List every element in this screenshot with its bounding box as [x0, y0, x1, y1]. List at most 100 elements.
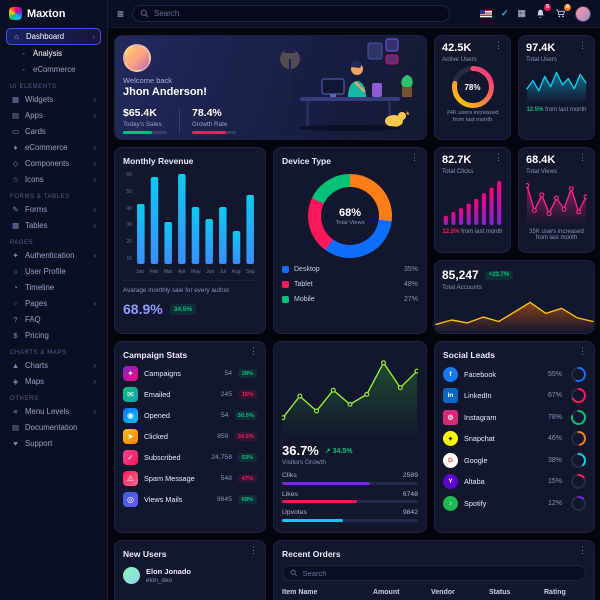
- campaign-stats-title: Campaign Stats: [123, 350, 188, 360]
- device-type-card: Device Type ⋮ 68% Total Views Desktop 35%…: [273, 147, 427, 334]
- user-avatar[interactable]: [575, 5, 591, 22]
- icons-icon: ☆: [12, 175, 19, 184]
- monthly-revenue-card: Monthly Revenue 60 50 40 30 20 10 Jan Feb Mar Ap…: [114, 147, 266, 334]
- social-progress-ring: [571, 366, 586, 382]
- sidebar-item-faq[interactable]: ? FAQ: [6, 312, 101, 327]
- sidebar-item-user-profile[interactable]: ○ User Profile: [6, 264, 101, 279]
- orders-column-header: Status: [489, 589, 511, 596]
- card-menu-icon[interactable]: ⋮: [249, 545, 258, 555]
- menu-toggle-icon[interactable]: ≡: [117, 6, 125, 21]
- social-lead-row: ◎ Instagram 78%: [443, 409, 586, 425]
- sidebar-item-apps[interactable]: ▤ Apps ›: [11, 111, 96, 120]
- sidebar-item-tables[interactable]: ▦ Tables ›: [11, 221, 96, 230]
- sidebar-item-pages[interactable]: ▫ Pages ›: [6, 296, 101, 311]
- faq-icon: ?: [13, 315, 18, 324]
- orders-search-bar: [282, 565, 586, 581]
- active-users-gauge: 78%: [451, 66, 494, 108]
- social-lead-row: Y Altaba 15%: [443, 474, 586, 489]
- chevron-right-icon: ›: [93, 361, 96, 370]
- recent-orders-card: Recent Orders ⋮ Item Name Amount Vendor Sta…: [273, 540, 595, 600]
- sidebar-item-ecommerce[interactable]: ◦ eCommerce: [6, 62, 101, 77]
- facebook-icon: f: [443, 366, 458, 382]
- sidebar-item-components[interactable]: ◇ Components ›: [12, 159, 96, 168]
- visitors-growth-badge: ↗ 34.5%: [324, 447, 353, 455]
- ecommerce-icon: ♦: [13, 143, 18, 152]
- sidebar-section-label: Charts & Maps: [10, 350, 67, 356]
- card-menu-icon[interactable]: ⋮: [578, 545, 587, 555]
- social-progress-ring: [571, 474, 586, 489]
- sidebar-item-widgets[interactable]: ▦ Widgets ›: [11, 95, 96, 104]
- global-search-bar: [132, 5, 451, 22]
- sidebar-item-authentication[interactable]: ✦ Authentication ›: [12, 251, 96, 260]
- check-icon[interactable]: ✓: [500, 8, 509, 18]
- campaign-row: ◎ Views Mails 9845 68%: [123, 492, 257, 507]
- brand[interactable]: Maxton: [0, 0, 107, 27]
- card-menu-icon[interactable]: ⋮: [494, 152, 503, 162]
- sidebar-item-documentation[interactable]: ▤ Documentation: [11, 423, 78, 432]
- campaign-icon: ◎: [123, 492, 138, 507]
- campaign-percent-badge: 30.5%: [234, 411, 257, 420]
- sidebar: Maxton ⌂ Dashboard › ◦ Analysis ◦ eCommerce UI …: [0, 0, 108, 600]
- legend-swatch: [282, 266, 289, 273]
- social-lead-row: ♪ Spotify 12%: [443, 495, 586, 511]
- sidebar-item-dashboard[interactable]: ⌂ Dashboard ›: [6, 28, 101, 45]
- campaign-icon: ➤: [123, 429, 138, 444]
- sidebar-item-analysis[interactable]: ◦ Analysis: [6, 46, 101, 61]
- orders-search-input[interactable]: [302, 568, 578, 578]
- social-lead-row: G Google 38%: [443, 452, 586, 468]
- monthly-revenue-chart: 60 50 40 30 20 10 Jan Feb Mar Apr May Jun Jul Aug Sep: [126, 172, 255, 275]
- apps-grid-icon[interactable]: ▦: [517, 8, 526, 18]
- orders-table-header: Item Name Amount Vendor Status Rating: [282, 589, 586, 596]
- card-menu-icon[interactable]: ⋮: [578, 346, 587, 356]
- sidebar-item-menu-levels[interactable]: ≡ Menu Levels ›: [6, 404, 101, 419]
- language-flag-icon[interactable]: [479, 9, 492, 18]
- active-users-gauge-value: 78%: [464, 82, 481, 92]
- total-views-label: Total Views: [526, 168, 558, 175]
- visitors-growth-metrics: Cliks 2589 Likes 6748 Upvotes 9842: [282, 472, 418, 522]
- total-users-label: Total Users: [526, 56, 557, 63]
- device-legend-row: Desktop 35%: [282, 266, 418, 273]
- sidebar-item-ecommerce[interactable]: ♦ eCommerce ›: [6, 140, 101, 155]
- notifications-bell-icon[interactable]: 5: [535, 4, 551, 19]
- device-type-donut: 68% Total Views: [308, 174, 392, 258]
- active-users-note: 24K users increased from last month: [446, 110, 499, 124]
- visitor-metric: Cliks 2589: [282, 472, 418, 485]
- global-search-input[interactable]: [154, 9, 443, 18]
- cart-icon[interactable]: 8: [555, 4, 571, 19]
- visitors-growth-card: 36.7% ↗ 34.5% Visitors Growth Cliks 2589 L…: [273, 341, 427, 533]
- sidebar-item-support[interactable]: ♥ Support: [6, 436, 101, 451]
- campaign-percent-badge: 34.6%: [234, 432, 257, 441]
- sidebar-item-timeline[interactable]: ◔ Timeline: [6, 280, 101, 295]
- sidebar-item-pricing[interactable]: $ Pricing: [6, 328, 101, 343]
- altaba-icon: Y: [443, 474, 458, 489]
- card-menu-icon[interactable]: ⋮: [578, 40, 587, 50]
- menu-levels-icon: ≡: [13, 407, 18, 416]
- social-lead-row: in LinkedIn 67%: [443, 388, 586, 403]
- brand-name: Maxton: [27, 7, 66, 20]
- social-progress-ring: [571, 431, 586, 446]
- card-menu-icon[interactable]: ⋮: [578, 152, 587, 162]
- sidebar-item-icons[interactable]: ☆ Icons ›: [12, 175, 96, 184]
- card-menu-icon[interactable]: ⋮: [410, 152, 419, 162]
- divider: [179, 107, 180, 134]
- sidebar-item-forms[interactable]: ✎ Forms ›: [12, 205, 96, 214]
- total-accounts-chart: [435, 297, 594, 333]
- chevron-right-icon: ›: [93, 111, 96, 120]
- documentation-icon: ▤: [11, 423, 20, 432]
- forms-icon: ✎: [12, 205, 19, 214]
- legend-swatch: [282, 296, 289, 303]
- chevron-right-icon: ›: [93, 251, 96, 260]
- card-menu-icon[interactable]: ⋮: [494, 40, 503, 50]
- sidebar-item-cards[interactable]: ▭ Cards: [11, 127, 46, 136]
- pricing-icon: $: [13, 331, 18, 340]
- user-profile-icon: ○: [13, 267, 18, 276]
- card-menu-icon[interactable]: ⋮: [249, 346, 258, 356]
- total-views-value: 68.4K: [526, 154, 556, 166]
- campaign-percent-badge: 47%: [238, 474, 257, 483]
- sidebar-item-maps[interactable]: ◈ Maps ›: [12, 377, 96, 386]
- user-avatar: [123, 567, 140, 584]
- sidebar-item-charts[interactable]: ▲ Charts ›: [11, 361, 96, 370]
- cart-badge: 8: [563, 4, 571, 11]
- social-leads-card: Social Leads ⋮ f Facebook 55% in LinkedIn 67%…: [434, 341, 595, 533]
